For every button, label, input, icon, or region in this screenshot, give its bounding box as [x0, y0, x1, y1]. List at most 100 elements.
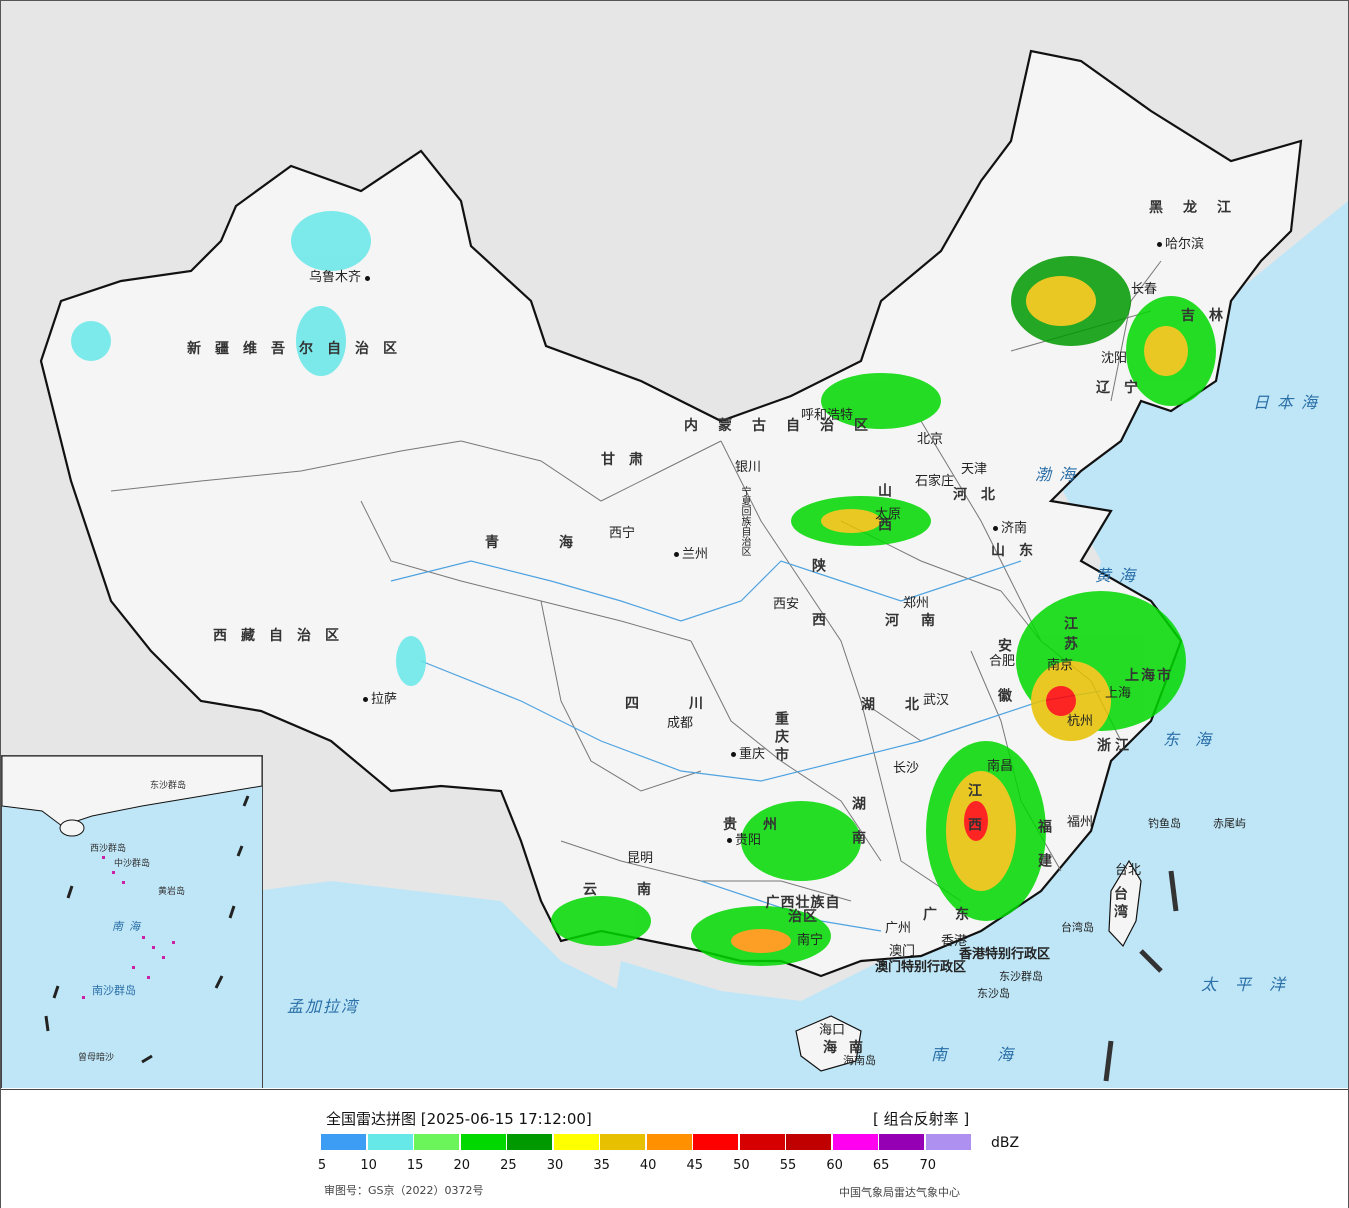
color-swatch: [600, 1134, 645, 1150]
province-xinjiang: 新疆维吾尔自治区: [187, 341, 411, 357]
island-dongsha-qundao: 东沙群岛: [999, 970, 1043, 983]
data-source: 中国气象局雷达气象中心: [839, 1186, 960, 1199]
scale-tick-label: 35: [593, 1158, 610, 1173]
sea-bengal: 孟加拉湾: [287, 997, 360, 1016]
province-henan: 河南: [885, 613, 957, 629]
city-chengdu: 成都: [667, 716, 694, 731]
city-urumqi: 乌鲁木齐: [309, 271, 371, 284]
scale-tick-label: 20: [453, 1158, 471, 1173]
city-harbin: 哈尔滨: [1157, 238, 1204, 251]
color-swatch: [786, 1134, 831, 1150]
scale-tick-label: 55: [779, 1158, 797, 1173]
color-swatch: [646, 1134, 692, 1150]
city-shanghai: 上海: [1105, 686, 1132, 701]
province-hunan: 湖南: [850, 796, 866, 864]
city-fuzhou: 福州: [1067, 815, 1094, 830]
city-tianjin: 天津: [961, 462, 988, 477]
province-jilin: 吉林: [1181, 308, 1237, 324]
color-swatch: [879, 1134, 924, 1150]
legend-unit: dBZ: [991, 1135, 1020, 1151]
color-swatch: [414, 1134, 459, 1150]
scale-tick-label: 50: [733, 1158, 750, 1173]
island-taiwan: 台湾岛: [1061, 921, 1094, 934]
province-jiangsu: 江苏: [1062, 616, 1078, 656]
city-hangzhou: 杭州: [1067, 714, 1094, 729]
city-wuhan: 武汉: [923, 693, 950, 708]
city-changsha: 长沙: [893, 761, 920, 776]
color-swatch: [507, 1134, 552, 1150]
map-approval-number: 审图号：GS京（2022）0372号: [324, 1184, 484, 1197]
scale-tick-label: 60: [826, 1158, 843, 1173]
province-shandong: 山东: [991, 543, 1047, 559]
sea-area: [601, 201, 1348, 1088]
map-area[interactable]: 新疆维吾尔自治区 西藏自治区 青海 甘肃 内蒙古自治区 黑龙江 吉林 辽宁 河北…: [1, 1, 1348, 1088]
city-guiyang: 贵阳: [727, 834, 761, 847]
city-haikou: 海口: [819, 1023, 846, 1038]
province-jiangxi: 江西: [966, 783, 982, 851]
city-jinan: 济南: [993, 522, 1027, 535]
city-shijiazhuang: 石家庄: [915, 474, 955, 489]
province-gansu: 甘肃: [601, 452, 657, 468]
legend-title: 全国雷达拼图 [2025-06-15 17:12:00]: [326, 1110, 592, 1128]
south-china-sea-inset: 东沙群岛 西沙群岛 中沙群岛 黄岩岛 南沙群岛 南海 曾母暗沙: [1, 755, 263, 1088]
scale-tick-label: 45: [686, 1158, 704, 1173]
city-xining: 西宁: [609, 526, 636, 541]
scale-tick-label: 5: [317, 1158, 327, 1173]
city-taiyuan: 太原: [875, 507, 902, 522]
city-beijing: 北京: [917, 432, 944, 447]
color-swatch: [693, 1134, 738, 1150]
sea-pacific: 太平洋: [1201, 975, 1304, 994]
city-chongqing: 重庆: [731, 748, 765, 761]
sea-bohai: 渤海: [1035, 465, 1084, 484]
color-swatch: [553, 1134, 599, 1150]
city-hongkong: 香港: [941, 934, 968, 949]
scale-tick-label: 40: [639, 1158, 657, 1173]
color-swatch: [321, 1134, 366, 1150]
inset-xisha: 西沙群岛: [90, 844, 127, 854]
province-heilongjiang: 黑龙江: [1149, 200, 1251, 216]
inset-zengmu: 曾母暗沙: [78, 1053, 115, 1063]
city-shenyang: 沈阳: [1101, 351, 1128, 366]
province-anhui: 安徽: [996, 638, 1012, 738]
province-sichuan: 四川: [625, 696, 753, 712]
province-hebei: 河北: [953, 487, 1009, 503]
scale-tick-label: 70: [919, 1158, 937, 1173]
province-liaoning: 辽宁: [1096, 380, 1152, 396]
color-swatch: [832, 1134, 878, 1150]
color-swatch: [739, 1134, 785, 1150]
color-swatch: [460, 1134, 506, 1150]
province-guizhou: 贵州: [723, 817, 803, 833]
island-hainan: 海南岛: [843, 1054, 876, 1067]
maritime-boundary: [1103, 870, 1179, 1082]
province-chongqing: 重庆市: [773, 711, 789, 765]
city-yinchuan: 银川: [735, 460, 762, 475]
city-hohhot: 呼和浩特: [801, 408, 854, 423]
legend-panel: 全国雷达拼图 [2025-06-15 17:12:00] [ 组合反射率 ] d…: [1, 1089, 1348, 1208]
province-guangxi: 广西壮族自治区: [765, 895, 841, 925]
scale-tick-label: 25: [500, 1158, 517, 1173]
inset-huangyan: 黄岩岛: [158, 887, 186, 897]
city-nanning: 南宁: [797, 933, 824, 948]
province-hk: 香港特别行政区: [959, 947, 1051, 962]
legend-product: [ 组合反射率 ]: [873, 1110, 970, 1128]
color-scale-ticks: 5 10 15 20 25 30 35 40 45 50 55 60 65 70: [1, 1158, 1001, 1174]
inset-zhongsha: 中沙群岛: [114, 859, 151, 869]
province-xizang: 西藏自治区: [213, 628, 353, 644]
province-taiwan: 台湾: [1112, 886, 1128, 922]
scale-tick-label: 15: [406, 1158, 424, 1173]
island-dongsha-dao: 东沙岛: [977, 987, 1010, 1000]
city-lhasa: 拉萨: [363, 693, 397, 706]
hainan-island: [795, 1015, 862, 1072]
province-shanghai: 上海市: [1125, 668, 1173, 684]
scale-tick-label: 10: [360, 1158, 377, 1173]
city-zhengzhou: 郑州: [903, 596, 930, 611]
inset-dongsha: 东沙群岛: [150, 781, 187, 791]
sea-yellow: 黄海: [1095, 566, 1144, 585]
inset-nanhai: 南海: [112, 920, 146, 933]
sea-south: 南海: [931, 1045, 1064, 1064]
province-hubei: 湖北: [861, 697, 949, 713]
province-shaanxi: 陕西: [810, 558, 826, 666]
island-diaoyu: 钓鱼岛: [1148, 817, 1181, 830]
province-yunnan: 云南: [583, 882, 691, 898]
